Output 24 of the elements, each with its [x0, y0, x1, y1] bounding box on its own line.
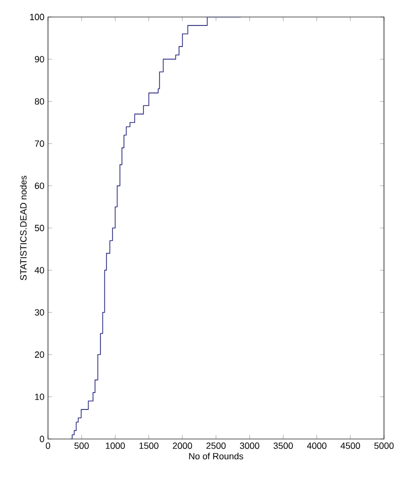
x-tick-label: 4000: [306, 442, 326, 449]
y-tick-label: 80: [34, 98, 44, 105]
y-axis-title: STATISTICS.DEAD nodes: [20, 176, 27, 280]
x-tick-label: 5000: [374, 442, 394, 449]
x-tick-label: 3500: [274, 442, 293, 449]
x-tick-label: 2000: [172, 442, 192, 449]
x-tick-label: 3000: [240, 442, 260, 449]
x-tick-label: 2500: [206, 442, 226, 449]
y-tick-label: 90: [34, 56, 44, 62]
y-tick-label: 30: [34, 309, 44, 316]
x-tick-label: 1000: [106, 442, 125, 449]
y-tick-label: 10: [35, 394, 44, 400]
x-tick-label: 1500: [139, 442, 158, 449]
y-tick-label: 40: [34, 267, 44, 274]
x-tick-label: 0: [46, 442, 50, 449]
y-tick-label: 20: [34, 351, 44, 358]
x-tick-label: 500: [74, 442, 89, 449]
y-tick-label: 60: [34, 182, 44, 189]
x-axis-title: No of Rounds: [189, 452, 244, 460]
y-tick-label: 0: [40, 436, 44, 442]
x-tick-label: 4500: [340, 442, 360, 449]
y-tick-label: 100: [30, 14, 44, 20]
y-tick-label: 70: [34, 140, 44, 147]
y-tick-label: 50: [34, 224, 44, 232]
